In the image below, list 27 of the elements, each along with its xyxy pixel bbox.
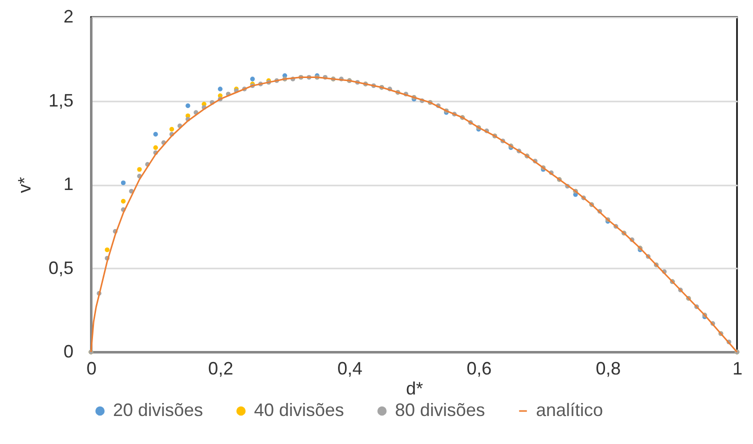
point: [137, 167, 142, 172]
x-tick-label: 0: [86, 358, 97, 378]
point: [218, 86, 223, 92]
x-tick-label: 0,6: [466, 358, 492, 378]
point: [120, 198, 126, 204]
x-tick-label: 0,2: [208, 358, 234, 378]
point: [169, 126, 174, 132]
x-tick-label: 1: [732, 358, 743, 378]
legend-label: 40 divisões: [254, 400, 344, 420]
point: [186, 103, 190, 108]
y-tick-label: 1,5: [48, 90, 74, 110]
legend-label: 80 divisões: [395, 400, 486, 420]
point: [250, 76, 255, 82]
point: [120, 180, 126, 186]
y-tick-label: 0,5: [48, 258, 74, 278]
point: [153, 132, 158, 137]
x-tick-label: 0,8: [596, 358, 621, 378]
y-tick-label: 1: [63, 174, 74, 194]
y-axis-title: v*: [14, 176, 34, 194]
y-tick-label: 0: [63, 342, 74, 362]
point: [153, 145, 158, 150]
legend-label: 20 divisões: [113, 400, 204, 420]
legend-label: analítico: [536, 400, 604, 420]
point: [104, 247, 110, 252]
x-axis-title: d*: [406, 378, 424, 398]
x-tick-label: 0,4: [337, 358, 362, 378]
y-tick-label: 2: [63, 6, 74, 26]
